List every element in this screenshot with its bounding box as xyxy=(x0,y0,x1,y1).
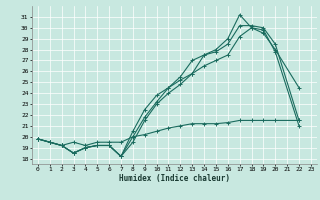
X-axis label: Humidex (Indice chaleur): Humidex (Indice chaleur) xyxy=(119,174,230,183)
